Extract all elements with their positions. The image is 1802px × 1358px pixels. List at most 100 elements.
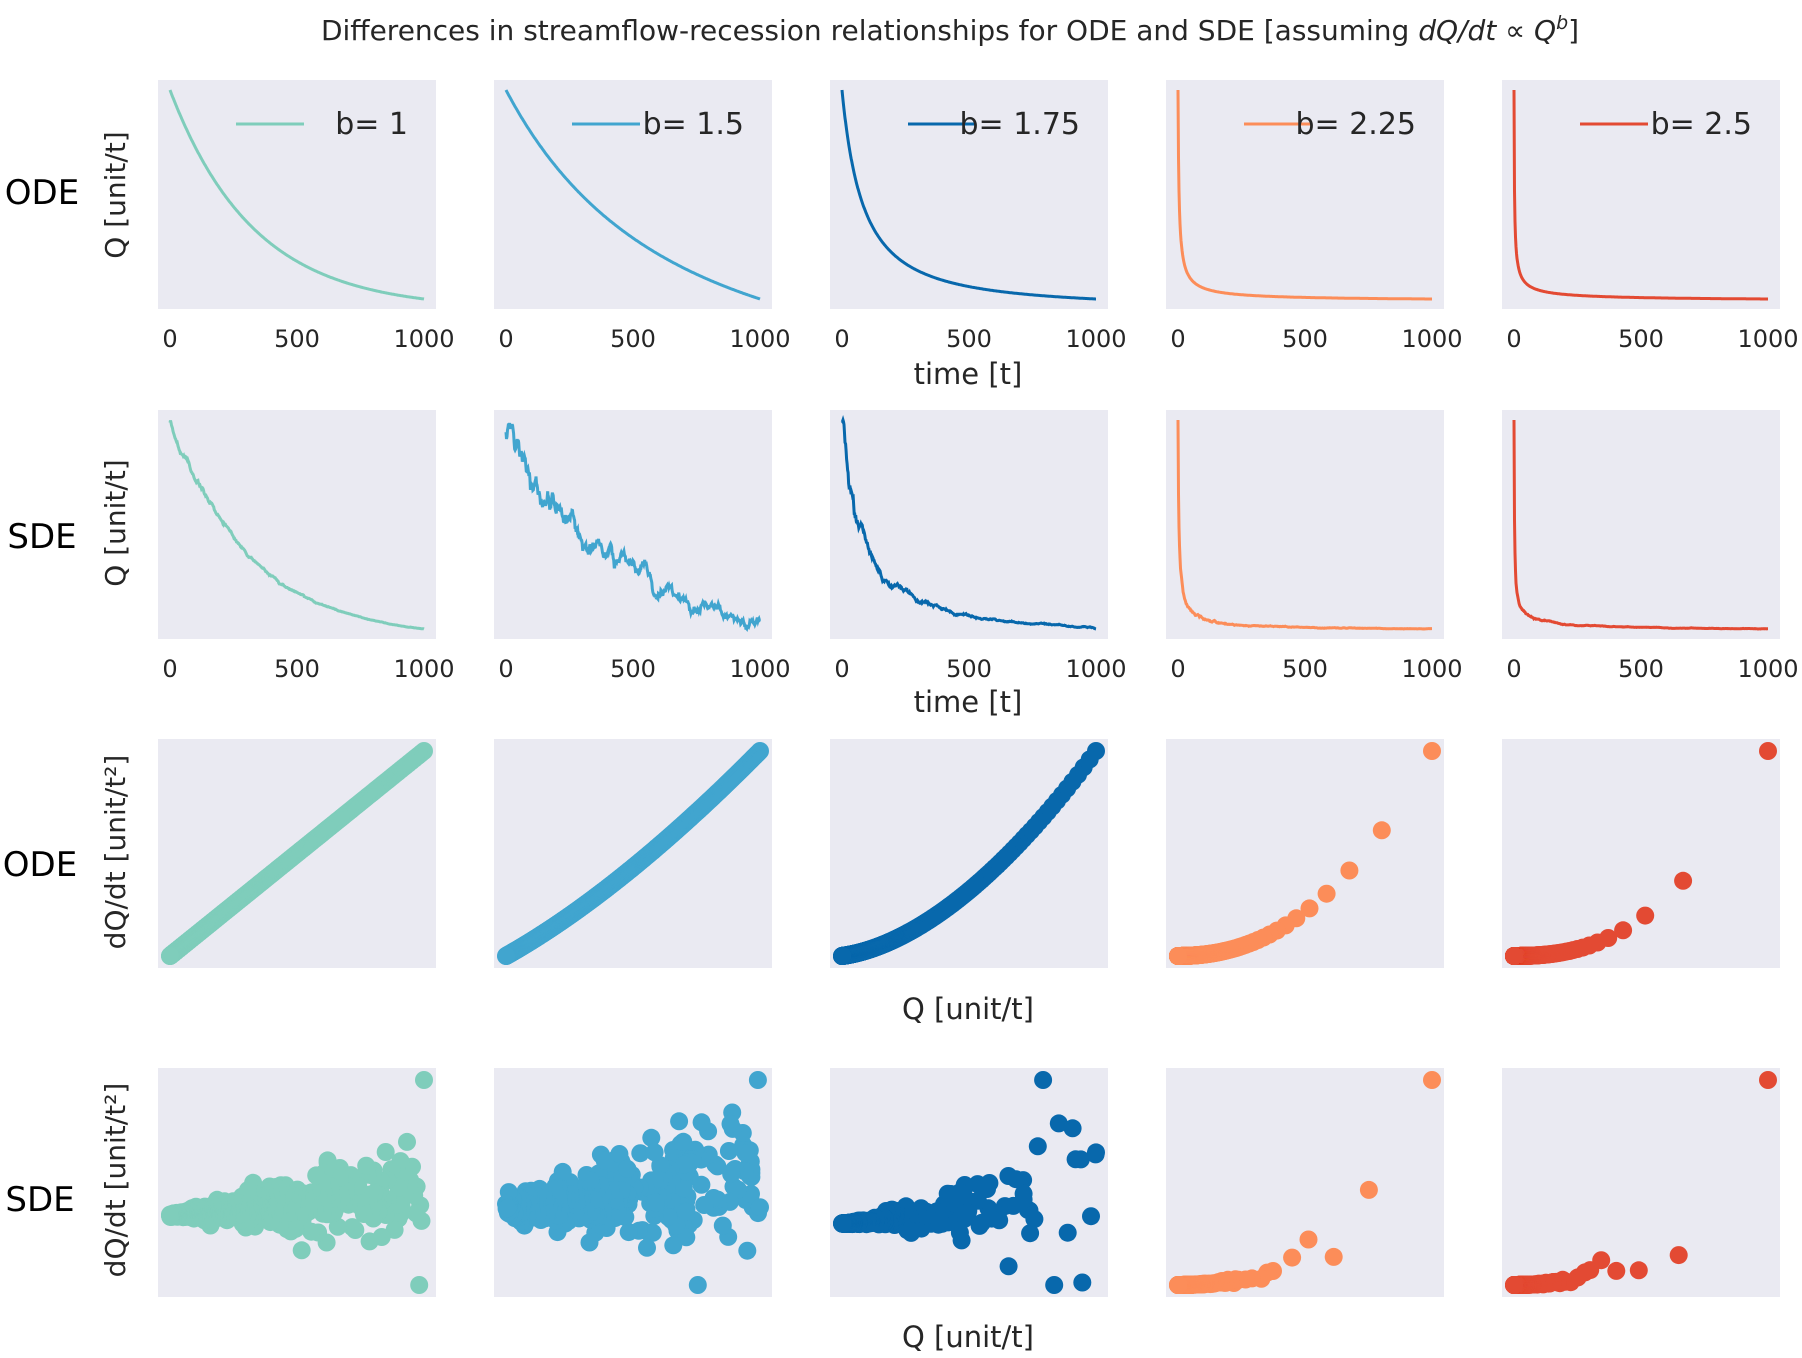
x-tick-label: 500 [274, 325, 320, 353]
scatter-point [1049, 1114, 1068, 1133]
scatter-point [1066, 1150, 1085, 1169]
panel-r4-c2 [494, 1068, 772, 1297]
scatter-point [833, 947, 851, 965]
series-line-b1 [168, 89, 425, 301]
x-tick-label: 500 [1618, 655, 1664, 683]
legend: b= 1.75 [908, 107, 1080, 142]
scatter-point [1759, 742, 1777, 760]
scatter-point [498, 1199, 517, 1218]
x-tick-label: 0 [162, 655, 177, 683]
panel-r2-c5: 0 500 1000 [1502, 410, 1799, 683]
x-tick-label: 1000 [1065, 655, 1126, 683]
series-line-b1.5 [504, 422, 762, 632]
scatter-point [161, 947, 179, 965]
scatter-point [736, 1144, 755, 1162]
scatter-point [1082, 1207, 1100, 1226]
scatter-point [376, 1143, 395, 1161]
series-line-b2.5 [1512, 419, 1768, 631]
x-tick-label: 500 [1282, 325, 1328, 353]
scatter-point [1505, 947, 1523, 965]
scatter-point [1045, 1276, 1064, 1294]
scatter-point [1372, 821, 1391, 840]
title-sup: b [1556, 12, 1568, 34]
legend-label: b= 1.5 [643, 107, 744, 142]
series-line-b1.75 [840, 89, 1096, 301]
scatter-point [638, 1238, 656, 1257]
scatter-point [1340, 861, 1359, 880]
scatter-point [1636, 906, 1655, 925]
x-tick-label: 1000 [1065, 325, 1126, 353]
panel-background [494, 410, 772, 639]
scatter-point [692, 1113, 711, 1132]
scatter-point [415, 1071, 433, 1089]
panel-r3-c5 [1502, 739, 1780, 968]
scatter-point [721, 1114, 740, 1133]
scatter-point [161, 1206, 179, 1225]
legend: b= 1.5 [572, 107, 744, 142]
scatter-point [674, 1132, 693, 1151]
series-line-b2.25 [1176, 419, 1432, 631]
legend-label: b= 2.5 [1651, 107, 1752, 142]
panel-r3-c3 [830, 739, 1108, 968]
scatter-point [670, 1112, 689, 1131]
scatter-point [1058, 1223, 1077, 1242]
panel-background [494, 80, 772, 309]
scatter-point [357, 1156, 376, 1175]
series-line-b1.75 [840, 414, 1097, 631]
panel-background [158, 80, 436, 309]
scatter-point [1317, 884, 1336, 903]
scatter-point [719, 1142, 738, 1160]
panel-background [158, 410, 436, 639]
legend-label: b= 1 [335, 107, 408, 142]
x-tick-label: 500 [946, 655, 992, 683]
x-tick-label: 1000 [393, 655, 454, 683]
x-tick-label: 0 [1506, 655, 1521, 683]
scatter-point [1073, 1273, 1092, 1292]
scatter-point [618, 1159, 637, 1178]
x-tick-label: 1000 [1737, 655, 1798, 683]
scatter-point [497, 947, 515, 965]
x-tick-label: 1000 [393, 325, 454, 353]
scatter-point [307, 1166, 326, 1185]
panel-r2-c3: 0 500 1000 [830, 410, 1127, 683]
scatter-point [1034, 1071, 1053, 1089]
legend: b= 1 [236, 107, 408, 142]
scatter-point [999, 1167, 1018, 1185]
scatter-point [713, 1216, 732, 1235]
scatter-point [688, 1276, 707, 1294]
x-tick-label: 1000 [1401, 325, 1462, 353]
panel-r3-c4 [1166, 739, 1444, 968]
panel-background [1166, 410, 1444, 639]
x-tick-label: 500 [610, 655, 656, 683]
scatter-point [595, 1151, 614, 1170]
x-tick-label: 1000 [1737, 325, 1798, 353]
x-tick-label: 1000 [729, 325, 790, 353]
legend: b= 2.5 [1580, 107, 1752, 142]
scatter-point [1169, 947, 1187, 965]
x-tick-label: 0 [498, 655, 513, 683]
panel-background [830, 410, 1108, 639]
panel-grid: 0 500 1000 b= 1 0 500 1000 b= 1.5 0 500 1000 b= 1.7… [158, 80, 1799, 1297]
scatter-point [748, 1071, 767, 1089]
scatter-point [580, 1233, 599, 1252]
scatter-point [999, 1257, 1018, 1276]
title-math: dQ/dt ∝ Q [1418, 14, 1556, 47]
scatter-point [664, 1236, 683, 1255]
series-line-b1.5 [504, 89, 761, 301]
panel-r2-c1: 0 500 1000 [158, 410, 455, 683]
x-tick-label: 0 [498, 325, 513, 353]
x-tick-label: 0 [1170, 655, 1185, 683]
panel-r3-c2 [494, 739, 772, 968]
scatter-point [695, 1196, 714, 1214]
x-tick-label: 0 [1170, 325, 1185, 353]
scatter-point [619, 1223, 638, 1242]
panel-r3-c1 [158, 739, 436, 968]
panel-r4-c1 [158, 1068, 436, 1297]
panel-background [830, 739, 1108, 968]
scatter-point [1423, 742, 1441, 760]
scatter-point [1674, 871, 1693, 890]
x-tick-label: 500 [1618, 325, 1664, 353]
scatter-point [1021, 1224, 1040, 1243]
